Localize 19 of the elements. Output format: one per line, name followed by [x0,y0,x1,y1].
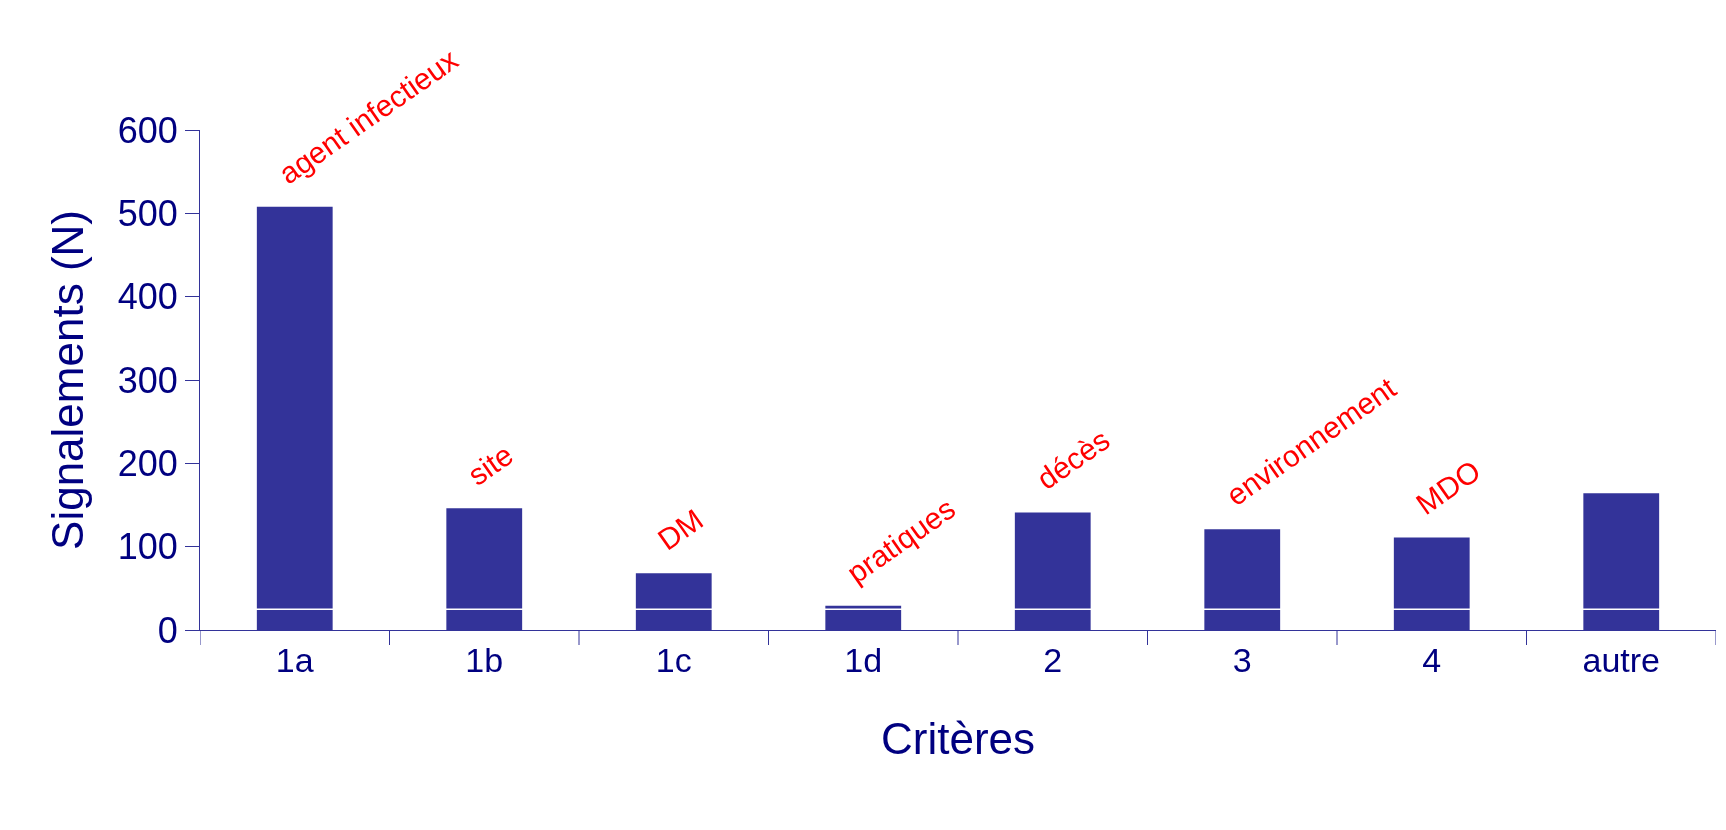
y-tick-label: 300 [117,359,178,401]
y-tick-label: 500 [117,192,178,234]
x-tick-label: 1b [465,640,504,679]
annotation: site [461,437,519,492]
x-tick-label: 2 [1043,640,1063,679]
y-tick-label: 0 [157,609,178,651]
x-tick-label: 4 [1422,640,1442,679]
y-tick-label: 100 [117,526,178,568]
x-tick-label: 1c [655,640,692,679]
x-axis-title: Critères [880,714,1036,764]
y-tick-label: 400 [117,276,178,318]
x-tick-label: autre [1582,640,1660,679]
x-tick-label: 3 [1232,640,1252,679]
y-axis-title: Signalements (N) [42,210,92,550]
y-tick-label: 200 [117,442,178,484]
x-tick-label: 1d [844,640,883,679]
x-tick-label: 1a [275,640,314,679]
annotation: DM [651,502,709,557]
y-tick-label: 600 [117,109,178,151]
